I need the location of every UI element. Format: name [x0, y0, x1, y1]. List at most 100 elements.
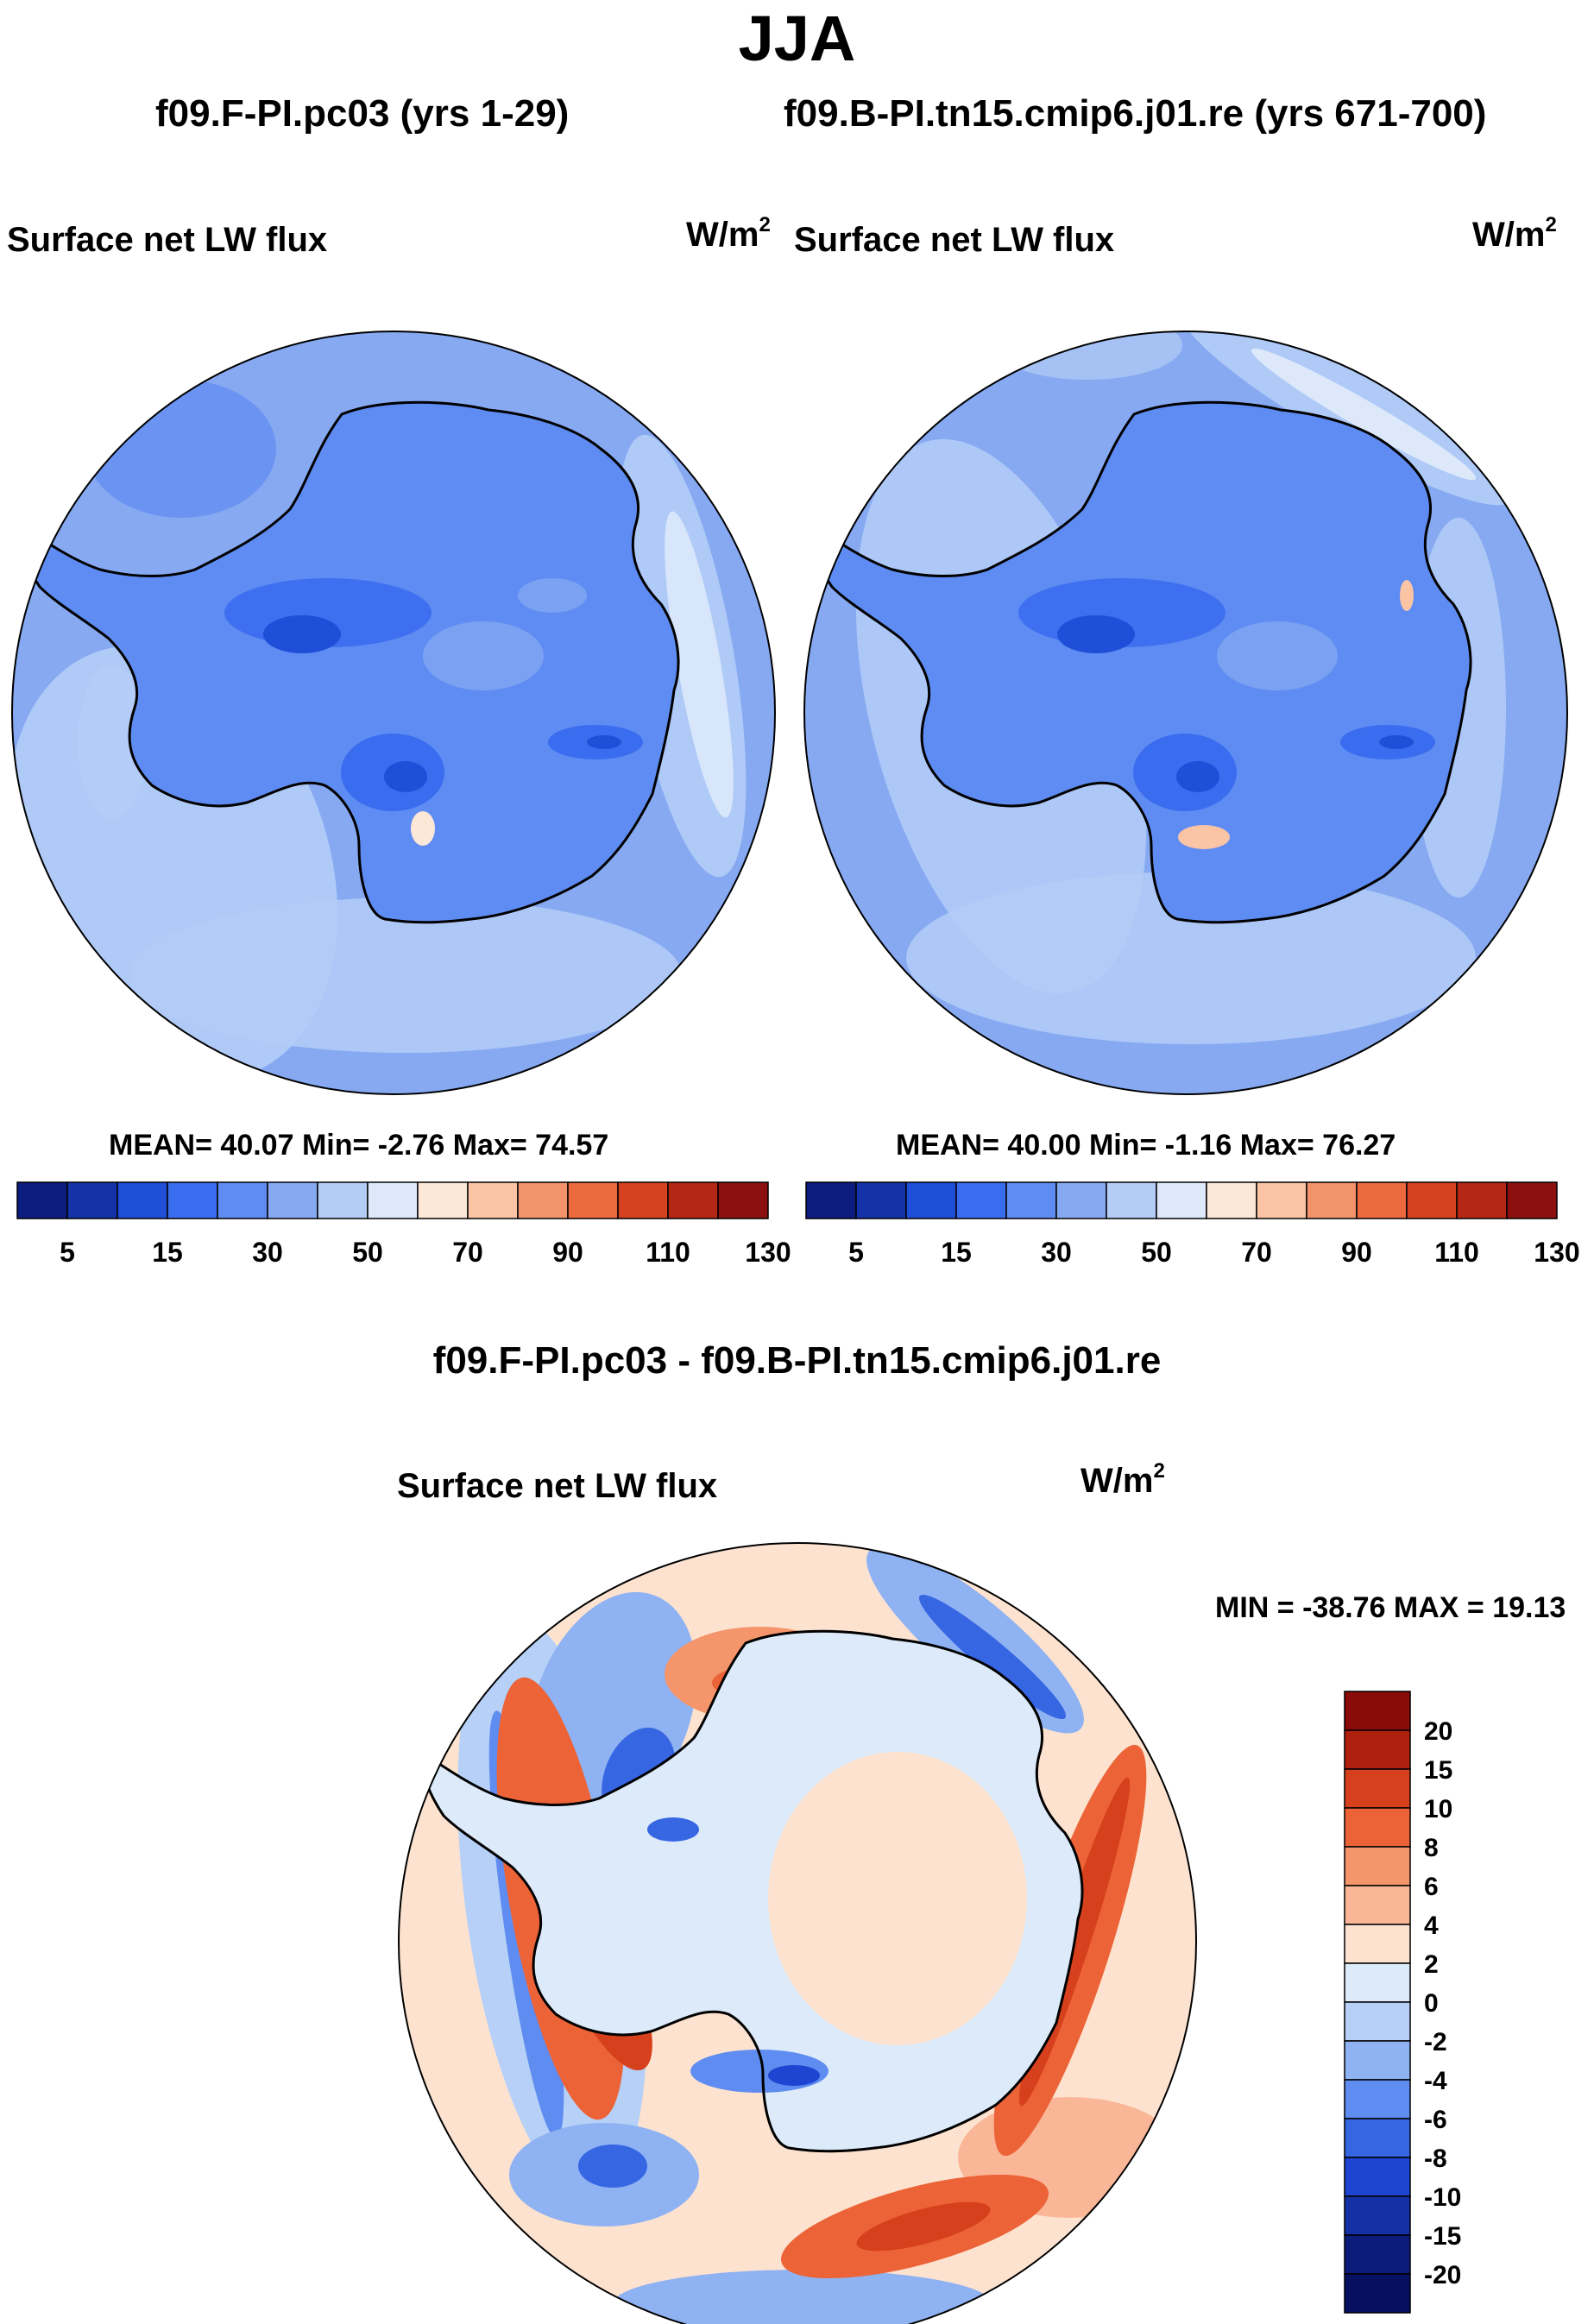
colorbar-swatch [1506, 1181, 1558, 1219]
units-exponent: 2 [759, 213, 771, 237]
colorbar-tick-label: 30 [1041, 1237, 1072, 1268]
colorbar-swatch [217, 1181, 268, 1219]
colorbar-tick-label: 4 [1424, 1911, 1439, 1940]
units-exponent: 2 [1545, 213, 1557, 237]
colorbar-swatch [1406, 1181, 1458, 1219]
colorbar-tick-label: 15 [941, 1237, 972, 1268]
colorbar-tick-label: 30 [252, 1237, 283, 1268]
colorbar-swatch [117, 1181, 168, 1219]
colorbar-tick-label: 50 [352, 1237, 383, 1268]
colorbar-swatch [1344, 1962, 1411, 2003]
units-text: W/m [686, 216, 759, 254]
colorbar-tick-label: -20 [1424, 2261, 1461, 2289]
colorbar-swatch [855, 1181, 907, 1219]
right-panel-variable-label: Surface net LW flux [794, 221, 1115, 259]
colorbar-tick-label: -8 [1424, 2145, 1447, 2173]
colorbar-swatch [1344, 1846, 1411, 1886]
colorbar-swatch [717, 1181, 769, 1219]
diff-panel-minmax: MIN = -38.76 MAX = 19.13 [1215, 1591, 1566, 1624]
right-colorbar: 5 15 30 50 70 90 110 130 [805, 1181, 1580, 1268]
colorbar-tick-label: 10 [1424, 1795, 1452, 1823]
colorbar-swatch [317, 1181, 369, 1219]
colorbar-tick-label: 70 [1241, 1237, 1272, 1268]
colorbar-tick-label: 6 [1424, 1873, 1439, 1901]
colorbar-swatch [1344, 2234, 1411, 2275]
colorbar-swatch [1456, 1181, 1508, 1219]
colorbar-swatch [1356, 1181, 1408, 1219]
colorbar-tick-label: 5 [848, 1237, 864, 1268]
colorbar-swatch [1344, 2157, 1411, 2197]
diff-panel-variable-label: Surface net LW flux [397, 1467, 718, 1505]
colorbar-swatch [567, 1181, 619, 1219]
colorbar-swatch [417, 1181, 469, 1219]
colorbar-swatch [66, 1181, 118, 1219]
colorbar-swatch [1106, 1181, 1157, 1219]
colorbar-tick-label: 2 [1424, 1950, 1439, 1979]
colorbar-tick-label: -4 [1424, 2067, 1447, 2095]
colorbar-tick-label: 15 [1424, 1756, 1452, 1785]
left-colorbar: 5 15 30 50 70 90 110 130 [16, 1181, 791, 1268]
colorbar-swatch [667, 1181, 719, 1219]
units-text: W/m [1081, 1462, 1154, 1500]
colorbar-tick-label: 90 [1341, 1237, 1372, 1268]
colorbar-tick-label: -6 [1424, 2106, 1447, 2134]
colorbar-swatch [1344, 2273, 1411, 2314]
colorbar-swatch [1256, 1181, 1307, 1219]
colorbar-swatch [805, 1181, 857, 1219]
colorbar-swatch [267, 1181, 318, 1219]
colorbar-tick-label: 0 [1424, 1989, 1439, 2018]
colorbar-tick-label: 15 [152, 1237, 183, 1268]
colorbar-swatch [905, 1181, 957, 1219]
right-panel-units: W/m2 [1472, 215, 1557, 254]
diff-panel-title: f09.F-PI.pc03 - f09.B-PI.tn15.cmip6.j01.… [432, 1339, 1162, 1382]
colorbar-swatch [367, 1181, 419, 1219]
colorbar-swatch [1344, 1729, 1411, 1770]
colorbar-swatch [1344, 1807, 1411, 1848]
colorbar-swatch [1344, 2195, 1411, 2236]
colorbar-tick-label: 50 [1141, 1237, 1172, 1268]
colorbar-tick-label: 110 [1434, 1237, 1479, 1268]
left-panel-units: W/m2 [686, 215, 771, 254]
diff-map-border [398, 1542, 1197, 2324]
colorbar-swatch [467, 1181, 519, 1219]
right-map-border [803, 331, 1568, 1095]
diff-map [399, 1543, 1196, 2324]
colorbar-swatch [1344, 2079, 1411, 2119]
colorbar-tick-label: 90 [552, 1237, 583, 1268]
units-text: W/m [1472, 216, 1546, 254]
colorbar-swatch [1344, 1768, 1411, 1809]
left-panel-case-title: f09.F-PI.pc03 (yrs 1-29) [155, 92, 570, 135]
colorbar-tick-label: 130 [745, 1237, 791, 1268]
colorbar-swatch [1055, 1181, 1107, 1219]
colorbar-swatch [517, 1181, 569, 1219]
units-exponent: 2 [1153, 1459, 1165, 1483]
colorbar-tick-label: -10 [1424, 2183, 1461, 2212]
colorbar-swatch [1344, 1691, 1411, 1731]
colorbar-tick-label: 20 [1424, 1717, 1452, 1746]
left-panel-variable-label: Surface net LW flux [7, 221, 328, 259]
colorbar-swatch [1344, 2118, 1411, 2158]
colorbar-swatch [1306, 1181, 1358, 1219]
colorbar-swatch [955, 1181, 1007, 1219]
colorbar-swatch [1156, 1181, 1207, 1219]
colorbar-swatch [1344, 2001, 1411, 2042]
figure-title: JJA [738, 3, 856, 74]
colorbar-tick-label: 8 [1424, 1834, 1439, 1862]
colorbar-swatch [617, 1181, 669, 1219]
colorbar-tick-label: 110 [646, 1237, 690, 1268]
colorbar-swatch [1005, 1181, 1057, 1219]
colorbar-tick-label: 70 [452, 1237, 483, 1268]
colorbar-swatch [1344, 1885, 1411, 1925]
right-map [804, 331, 1567, 1094]
colorbar-swatch [1344, 2040, 1411, 2081]
colorbar-tick-label: 5 [60, 1237, 75, 1268]
colorbar-swatch [16, 1181, 68, 1219]
colorbar-tick-label: 130 [1534, 1237, 1579, 1268]
colorbar-tick-label: -2 [1424, 2028, 1447, 2056]
left-panel-stats: MEAN= 40.07 Min= -2.76 Max= 74.57 [109, 1129, 609, 1162]
colorbar-swatch [1344, 1924, 1411, 1964]
right-panel-case-title: f09.B-PI.tn15.cmip6.j01.re (yrs 671-700) [784, 92, 1487, 135]
colorbar-swatch [167, 1181, 218, 1219]
